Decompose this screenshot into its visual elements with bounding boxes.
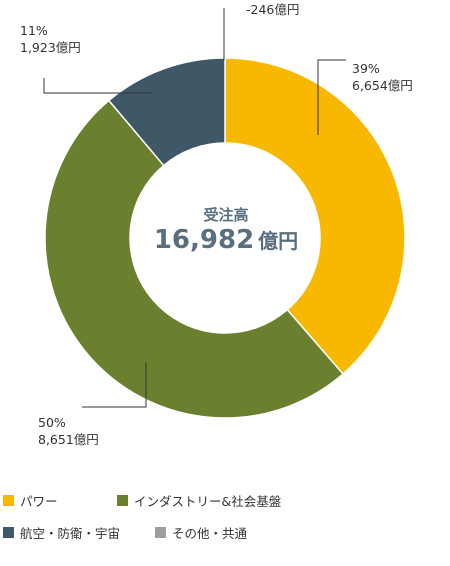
legend-swatch-power	[3, 495, 14, 506]
label-other-value: -246億円	[246, 2, 300, 17]
leader-line-power	[317, 59, 346, 135]
donut-slice-aero	[107, 57, 226, 167]
legend-item-aero: 航空・防衛・宇宙	[3, 523, 120, 542]
label-aero-percent: 11%	[20, 23, 48, 38]
legend-swatch-other	[155, 527, 166, 538]
legend-swatch-industry	[117, 495, 128, 506]
donut-slices	[44, 57, 406, 419]
legend-item-industry: インダストリー&社会基盤	[117, 491, 281, 510]
center-value: 16,982 億円	[120, 225, 332, 255]
center-title: 受注高	[203, 206, 249, 224]
label-power-value: 6,654億円	[352, 78, 413, 93]
label-power: 39% 6,654億円	[352, 60, 413, 94]
label-industry-value: 8,651億円	[38, 432, 99, 447]
leader-lines	[43, 8, 346, 408]
label-industry-percent: 50%	[38, 415, 66, 430]
leader-line-aero	[43, 78, 153, 94]
legend-label-aero: 航空・防衛・宇宙	[20, 526, 121, 541]
label-industry: 50% 8,651億円	[38, 414, 99, 448]
legend-label-other: その他・共通	[172, 526, 248, 541]
legend-item-power: パワー	[3, 491, 58, 510]
legend-label-industry: インダストリー&社会基盤	[134, 494, 282, 509]
label-other: -246億円	[246, 1, 299, 18]
center-value-number: 16,982	[153, 225, 255, 255]
donut-chart	[43, 8, 406, 419]
label-aero: 11% 1,923億円	[20, 22, 81, 56]
legend-item-other: その他・共通	[155, 523, 247, 542]
legend-label-power: パワー	[20, 494, 58, 509]
leader-line-industry	[82, 362, 147, 408]
legend-swatch-aero	[3, 527, 14, 538]
donut-slice-power	[224, 57, 406, 375]
center-value-unit: 億円	[258, 229, 299, 253]
label-aero-value: 1,923億円	[20, 40, 81, 55]
donut-slice-industry	[44, 99, 345, 419]
label-power-percent: 39%	[352, 61, 380, 76]
